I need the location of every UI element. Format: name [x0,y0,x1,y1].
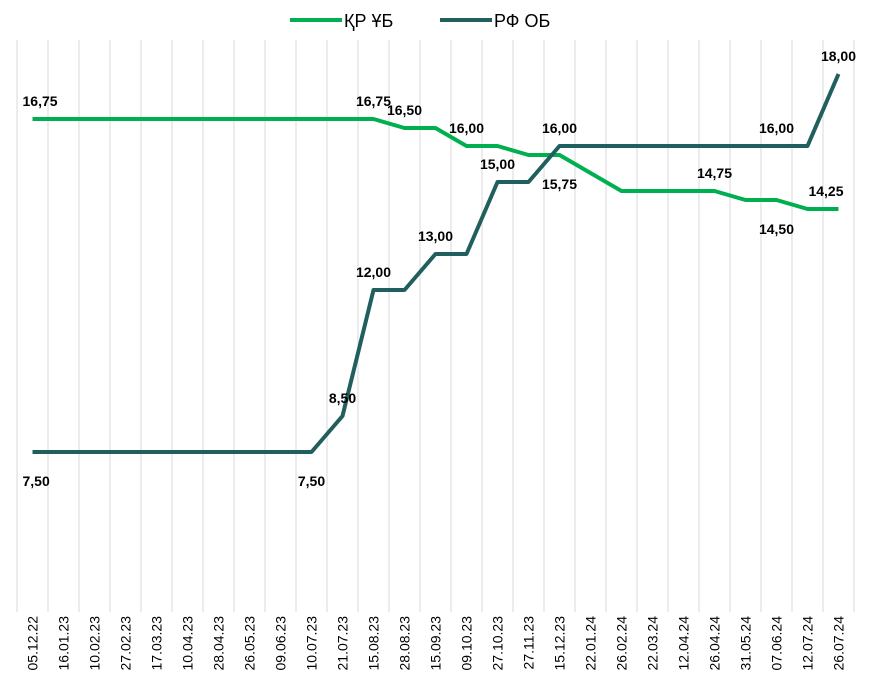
x-tick-label: 09.06.23 [273,616,289,671]
x-tick-label: 26.07.24 [831,616,847,671]
x-tick-label: 22.03.24 [645,616,661,671]
x-tick-label: 07.06.24 [769,616,785,671]
x-tick-label: 12.04.24 [676,616,692,671]
data-label: 14,50 [759,221,794,237]
x-tick-label: 10.07.23 [304,616,320,671]
x-tick-label: 15.08.23 [366,616,382,671]
x-tick-label: 27.02.23 [118,616,134,671]
data-label: 14,25 [808,183,843,199]
data-label: 16,75 [23,93,58,109]
x-tick-label: 26.05.23 [242,616,258,671]
x-tick-label: 10.02.23 [87,616,103,671]
line-series [32,117,839,211]
data-label: 16,00 [449,120,484,136]
data-label: 8,50 [329,390,356,406]
data-label: 14,75 [697,165,732,181]
x-tick-label: 26.04.24 [707,616,723,671]
data-label: 16,75 [356,93,391,109]
legend-label: ҚР ҰБ [344,11,393,31]
data-label: 7,50 [23,473,50,489]
x-tick-label: 17.03.23 [149,616,165,671]
x-tick-label: 22.01.24 [583,616,599,671]
x-tick-label: 27.10.23 [490,616,506,671]
x-tick-label: 15.09.23 [428,616,444,671]
x-tick-label: 10.04.23 [180,616,196,671]
x-tick-label: 31.05.24 [738,616,754,671]
data-label: 16,00 [759,120,794,136]
line-series [32,73,841,454]
x-tick-label: 21.07.23 [335,616,351,671]
x-tick-label: 28.04.23 [211,616,227,671]
x-tick-label: 05.12.22 [25,616,41,671]
data-label: 16,50 [387,102,422,118]
data-label: 13,00 [418,228,453,244]
x-tick-label: 09.10.23 [459,616,475,671]
data-label: 7,50 [298,473,325,489]
x-tick-label: 26.02.24 [614,616,630,671]
data-label: 16,00 [542,120,577,136]
legend-label: РФ ОБ [494,11,550,31]
data-label: 15,00 [480,156,515,172]
x-tick-label: 16.01.23 [56,616,72,671]
x-tick-label: 27.11.23 [521,616,537,670]
data-label: 15,75 [542,176,577,192]
data-label: 18,00 [821,48,856,64]
x-tick-label: 15.12.23 [552,616,568,671]
data-label: 12,00 [356,264,391,280]
x-tick-label: 28.08.23 [397,616,413,671]
x-tick-label: 12.07.24 [800,616,816,671]
